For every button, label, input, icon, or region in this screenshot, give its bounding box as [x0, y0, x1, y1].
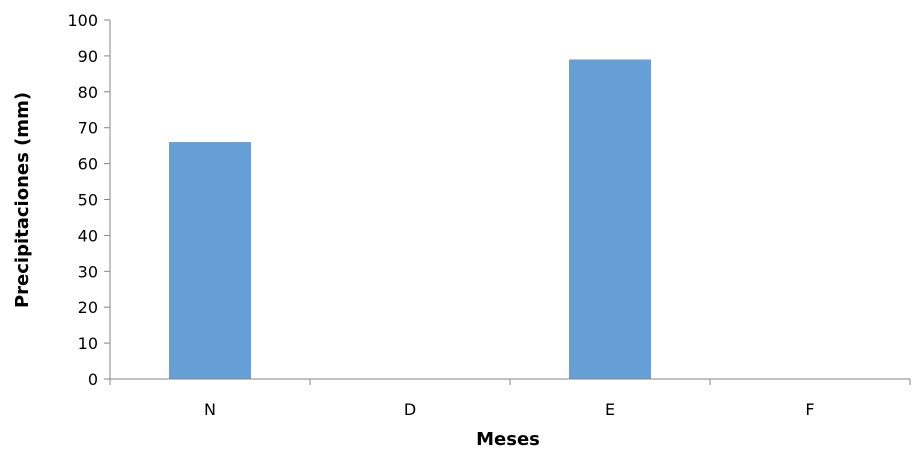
x-tick-label: N: [204, 400, 216, 419]
y-tick-label: 20: [78, 298, 98, 317]
x-axis-title: Meses: [476, 429, 540, 450]
y-axis-title: Precipitaciones (mm): [12, 92, 33, 308]
y-tick-label: 30: [78, 262, 98, 281]
y-tick-label: 100: [67, 11, 98, 30]
bar-N: [169, 142, 251, 379]
x-tick-label: F: [805, 400, 814, 419]
x-tick-label: D: [404, 400, 416, 419]
bars-layer: [169, 59, 651, 380]
y-tick-label: 80: [78, 83, 98, 102]
y-tick-label: 60: [78, 155, 98, 174]
y-tick-label: 10: [78, 334, 98, 353]
axes-layer: [104, 19, 911, 385]
y-tick-label: 70: [78, 119, 98, 138]
y-tick-label: 50: [78, 191, 98, 210]
y-tick-label: 40: [78, 226, 98, 245]
bar-E: [569, 59, 651, 380]
y-tick-labels: 0 10 20 30 40 50 60 70 80 90 100: [67, 11, 98, 389]
x-tick-label: E: [605, 400, 615, 419]
y-tick-label: 90: [78, 47, 98, 66]
y-tick-label: 0: [88, 370, 98, 389]
